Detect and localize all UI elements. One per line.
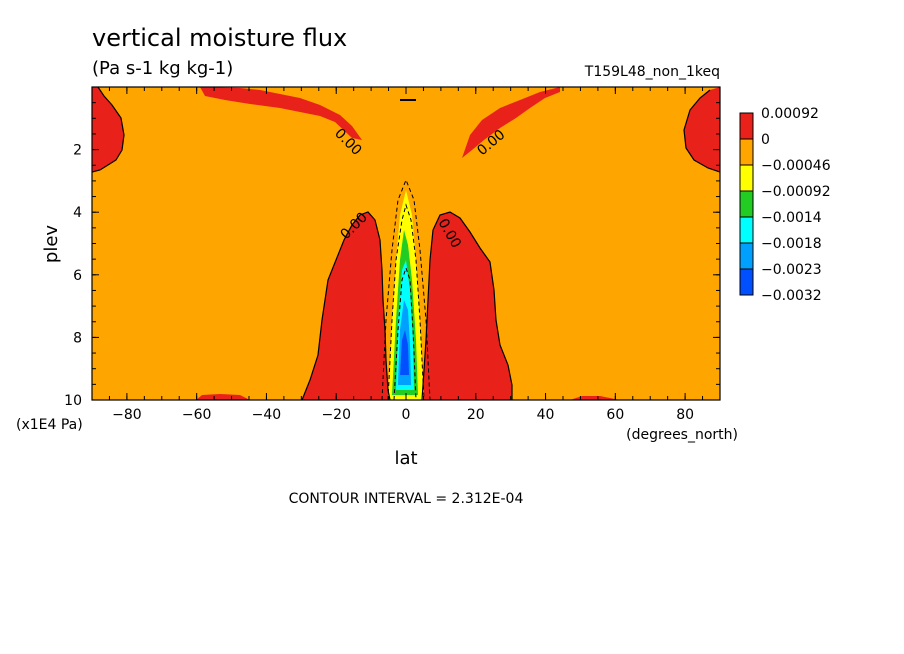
x-tick-label: 40: [537, 407, 555, 423]
y-axis-label: plev: [41, 225, 62, 264]
x-tick-label: 20: [467, 407, 485, 423]
x-tick-label: 60: [606, 407, 624, 423]
colorbar-label: −0.0023: [761, 262, 822, 278]
y-tick-label: 8: [73, 330, 82, 346]
chart-units: (Pa s-1 kg kg-1): [92, 58, 233, 79]
y-tick-label: 6: [73, 268, 82, 284]
contour-dashed-inner: [393, 266, 417, 400]
field-positive-n-band-left: [200, 87, 362, 140]
colorbar: 0.00092 0 −0.00046 −0.00092 −0.0014 −0.0018 −0…: [739, 106, 831, 304]
colorbar-label: −0.0018: [761, 236, 822, 252]
colorbar-swatch: [739, 112, 754, 140]
y-tick-label: 4: [73, 205, 82, 221]
colorbar-swatch: [739, 164, 754, 192]
colorbar-label: −0.0014: [761, 210, 822, 226]
x-tick-label: −80: [112, 407, 142, 423]
field-positive-sw-strip: [196, 394, 250, 400]
x-tick-label: −20: [321, 407, 351, 423]
colorbar-label: −0.00046: [761, 158, 831, 174]
field-positive-north: [422, 212, 512, 400]
x-tick-label: −60: [182, 407, 212, 423]
y-tick-label: 10: [64, 393, 82, 409]
plot-area: 0.00 0.00 0.00 0.00 −80 −60 −40 −20 0 20 40 60 8…: [64, 86, 721, 423]
x-axis-label: lat: [394, 448, 417, 469]
colorbar-swatch: [739, 242, 754, 270]
contour-interval: CONTOUR INTERVAL = 2.312E-04: [289, 491, 524, 507]
x-tick-label: −40: [252, 407, 282, 423]
x-axis-ticks: −80 −60 −40 −20 0 20 40 60 80: [91, 87, 721, 423]
field-neg-blue: [400, 330, 409, 375]
contour-zero-lines: [92, 87, 720, 400]
field-positive-se-strip: [570, 396, 620, 400]
contour-fragment: [400, 99, 416, 101]
chart-title: vertical moisture flux: [92, 24, 347, 52]
colorbar-swatch: [739, 138, 754, 166]
x-tick-label: 80: [676, 407, 694, 423]
contour-dashed-mid: [387, 203, 425, 400]
field-positive-n-band-right: [462, 87, 560, 158]
field-positive-ne: [684, 87, 720, 172]
y-axis-ticks: 2 4 6 8 10: [64, 102, 720, 409]
colorbar-label: −0.0032: [761, 288, 822, 304]
colorbar-swatch: [739, 268, 754, 296]
colorbar-label: 0: [761, 132, 770, 148]
colorbar-label: 0.00092: [761, 106, 819, 122]
y-tick-label: 2: [73, 143, 82, 159]
x-axis-units: (degrees_north): [626, 427, 738, 443]
x-tick-label: 0: [402, 407, 411, 423]
y-axis-units: (x1E4 Pa): [16, 417, 83, 433]
field-positive-nw: [92, 87, 124, 172]
field-positive-south: [302, 212, 390, 400]
colorbar-swatch: [739, 190, 754, 218]
colorbar-label: −0.00092: [761, 184, 831, 200]
run-label: T159L48_non_1keq: [584, 64, 720, 80]
colorbar-swatch: [739, 216, 754, 244]
